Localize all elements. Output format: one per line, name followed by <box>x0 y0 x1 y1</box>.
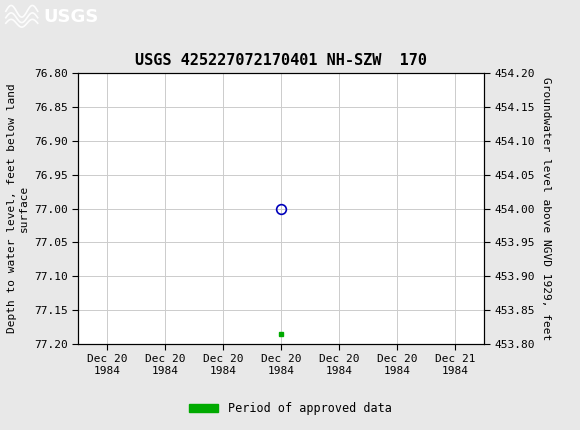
Legend: Period of approved data: Period of approved data <box>184 397 396 420</box>
Y-axis label: Depth to water level, feet below land
surface: Depth to water level, feet below land su… <box>7 84 28 333</box>
Text: USGS: USGS <box>44 8 99 26</box>
Title: USGS 425227072170401 NH-SZW  170: USGS 425227072170401 NH-SZW 170 <box>135 53 427 68</box>
Y-axis label: Groundwater level above NGVD 1929, feet: Groundwater level above NGVD 1929, feet <box>541 77 551 340</box>
